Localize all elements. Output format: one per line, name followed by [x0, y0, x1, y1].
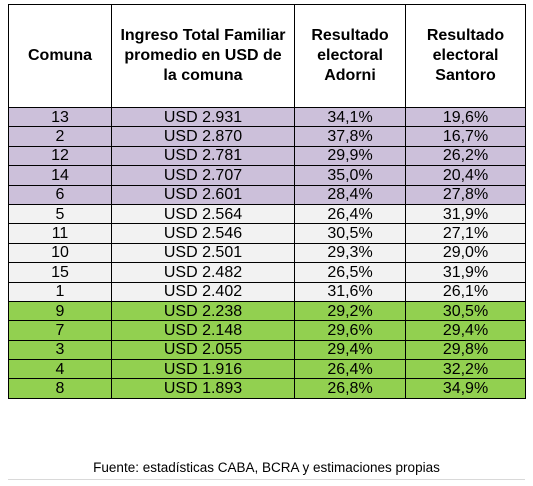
- cell-comuna[interactable]: 11: [8, 223, 112, 244]
- cell-comuna[interactable]: 13: [8, 106, 112, 128]
- cell-santoro[interactable]: 31,9%: [405, 262, 526, 283]
- cell-adorni[interactable]: 26,4%: [294, 203, 406, 225]
- cell-ingreso[interactable]: USD 2.564: [111, 203, 295, 225]
- table-row: 14 USD 2.707 35,0% 20,4%: [8, 165, 526, 186]
- cell-comuna[interactable]: 4: [8, 359, 112, 380]
- cell-ingreso[interactable]: USD 2.055: [111, 339, 295, 361]
- table-row: 2 USD 2.870 37,8% 16,7%: [8, 126, 526, 147]
- cell-santoro[interactable]: 26,1%: [405, 281, 526, 302]
- cell-ingreso[interactable]: USD 2.870: [111, 126, 295, 147]
- cell-adorni[interactable]: 30,5%: [294, 223, 406, 244]
- cell-ingreso[interactable]: USD 2.148: [111, 320, 295, 341]
- cell-santoro[interactable]: 27,8%: [405, 184, 526, 205]
- cell-ingreso[interactable]: USD 2.482: [111, 262, 295, 283]
- cell-ingreso[interactable]: USD 2.931: [111, 106, 295, 128]
- cell-comuna[interactable]: 2: [8, 126, 112, 147]
- cell-adorni[interactable]: 29,9%: [294, 145, 406, 167]
- cell-comuna[interactable]: 8: [8, 378, 112, 399]
- cell-santoro[interactable]: 29,0%: [405, 242, 526, 264]
- cell-adorni[interactable]: 29,6%: [294, 320, 406, 341]
- cell-comuna[interactable]: 1: [8, 281, 112, 302]
- header-comuna[interactable]: Comuna: [8, 4, 112, 108]
- table-row: 9 USD 2.238 29,2% 30,5%: [8, 300, 526, 322]
- cell-santoro[interactable]: 27,1%: [405, 223, 526, 244]
- header-ingreso[interactable]: Ingreso Total Familiar promedio en USD d…: [111, 4, 295, 108]
- header-adorni[interactable]: Resultado electoral Adorni: [294, 4, 406, 108]
- cell-adorni[interactable]: 29,3%: [294, 242, 406, 264]
- cell-comuna[interactable]: 7: [8, 320, 112, 341]
- table-row: 10 USD 2.501 29,3% 29,0%: [8, 242, 526, 264]
- cell-santoro[interactable]: 26,2%: [405, 145, 526, 167]
- cell-adorni[interactable]: 35,0%: [294, 165, 406, 186]
- cell-comuna[interactable]: 12: [8, 145, 112, 167]
- cell-adorni[interactable]: 29,2%: [294, 300, 406, 322]
- sheet-gridline: [8, 479, 525, 480]
- cell-comuna[interactable]: 10: [8, 242, 112, 264]
- cell-santoro[interactable]: 20,4%: [405, 165, 526, 186]
- cell-adorni[interactable]: 26,5%: [294, 262, 406, 283]
- cell-ingreso[interactable]: USD 2.601: [111, 184, 295, 205]
- cell-santoro[interactable]: 16,7%: [405, 126, 526, 147]
- table-row: 3 USD 2.055 29,4% 29,8%: [8, 339, 526, 361]
- cell-ingreso[interactable]: USD 2.781: [111, 145, 295, 167]
- cell-adorni[interactable]: 34,1%: [294, 106, 406, 128]
- cell-comuna[interactable]: 6: [8, 184, 112, 205]
- cell-adorni[interactable]: 26,8%: [294, 378, 406, 399]
- header-santoro[interactable]: Resultado electoral Santoro: [405, 4, 526, 108]
- cell-santoro[interactable]: 34,9%: [405, 378, 526, 399]
- cell-ingreso[interactable]: USD 2.546: [111, 223, 295, 244]
- cell-adorni[interactable]: 31,6%: [294, 281, 406, 302]
- table-body: 13 USD 2.931 34,1% 19,6% 2 USD 2.870 37,8% 16,7…: [8, 106, 526, 399]
- cell-ingreso[interactable]: USD 2.501: [111, 242, 295, 264]
- cell-santoro[interactable]: 29,8%: [405, 339, 526, 361]
- table-row: 13 USD 2.931 34,1% 19,6%: [8, 106, 526, 128]
- cell-comuna[interactable]: 14: [8, 165, 112, 186]
- cell-ingreso[interactable]: USD 1.916: [111, 359, 295, 380]
- cell-ingreso[interactable]: USD 2.707: [111, 165, 295, 186]
- source-note[interactable]: Fuente: estadísticas CABA, BCRA y estima…: [93, 460, 440, 475]
- cell-ingreso[interactable]: USD 2.238: [111, 300, 295, 322]
- cell-comuna[interactable]: 15: [8, 262, 112, 283]
- table-row: 7 USD 2.148 29,6% 29,4%: [8, 320, 526, 341]
- table-row: 15 USD 2.482 26,5% 31,9%: [8, 262, 526, 283]
- cell-adorni[interactable]: 29,4%: [294, 339, 406, 361]
- cell-santoro[interactable]: 30,5%: [405, 300, 526, 322]
- cell-santoro[interactable]: 32,2%: [405, 359, 526, 380]
- cell-santoro[interactable]: 19,6%: [405, 106, 526, 128]
- table-row: 5 USD 2.564 26,4% 31,9%: [8, 203, 526, 225]
- table-row: 1 USD 2.402 31,6% 26,1%: [8, 281, 526, 302]
- cell-ingreso[interactable]: USD 2.402: [111, 281, 295, 302]
- cell-santoro[interactable]: 31,9%: [405, 203, 526, 225]
- table-row: 8 USD 1.893 26,8% 34,9%: [8, 378, 526, 399]
- cell-comuna[interactable]: 5: [8, 203, 112, 225]
- table-row: 11 USD 2.546 30,5% 27,1%: [8, 223, 526, 244]
- cell-adorni[interactable]: 26,4%: [294, 359, 406, 380]
- cell-comuna[interactable]: 9: [8, 300, 112, 322]
- table-row: 6 USD 2.601 28,4% 27,8%: [8, 184, 526, 205]
- cell-adorni[interactable]: 28,4%: [294, 184, 406, 205]
- cell-comuna[interactable]: 3: [8, 339, 112, 361]
- income-election-table: Comuna Ingreso Total Familiar promedio e…: [8, 4, 526, 399]
- cell-ingreso[interactable]: USD 1.893: [111, 378, 295, 399]
- cell-santoro[interactable]: 29,4%: [405, 320, 526, 341]
- header-row: Comuna Ingreso Total Familiar promedio e…: [8, 4, 526, 108]
- table-row: 12 USD 2.781 29,9% 26,2%: [8, 145, 526, 167]
- cell-adorni[interactable]: 37,8%: [294, 126, 406, 147]
- table-row: 4 USD 1.916 26,4% 32,2%: [8, 359, 526, 380]
